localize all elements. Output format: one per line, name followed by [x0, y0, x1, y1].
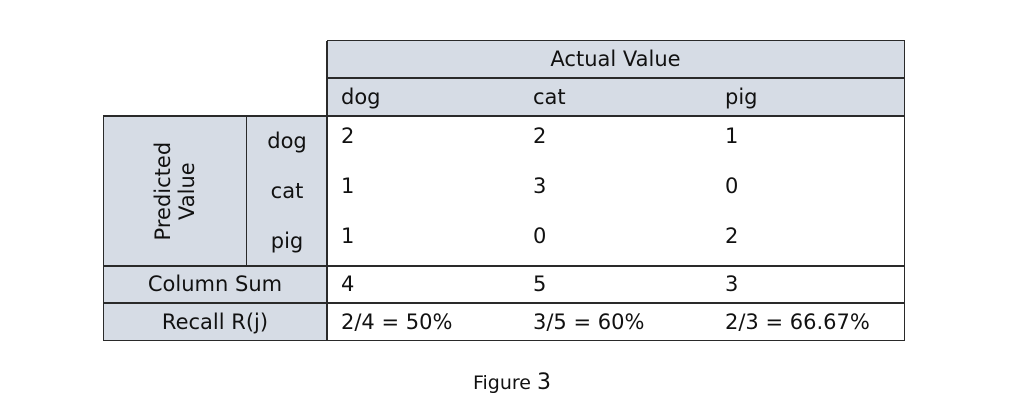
column-sum-label-bg [103, 266, 327, 303]
cell-cat-dog: 1 [341, 173, 355, 198]
cell-pig-pig: 2 [725, 223, 739, 248]
caption-text: Figure [472, 372, 531, 394]
row-label-dog: dog [267, 128, 307, 153]
figure-caption: Figure 3 [0, 372, 1024, 394]
actual-value-header: Actual Value [550, 47, 681, 71]
row-label-cat: cat [270, 178, 304, 203]
border-top-header [327, 40, 905, 41]
recall-pig: 2/3 = 66.67% [725, 309, 870, 334]
cell-dog-cat: 2 [533, 123, 547, 148]
class-header-row-bg [327, 78, 904, 116]
recall-label-bg [103, 303, 327, 341]
cell-pig-dog: 1 [341, 223, 355, 248]
border-left [103, 116, 104, 341]
recall-dog: 2/4 = 50% [341, 309, 453, 334]
cell-dog-pig: 1 [725, 123, 739, 148]
recall-cat: 3/5 = 60% [533, 309, 645, 334]
recall-label: Recall R(j) [161, 309, 269, 334]
column-sum-label: Column Sum [147, 272, 283, 296]
cell-pig-cat: 0 [533, 223, 547, 248]
column-header-cat: cat [533, 84, 566, 109]
column-sum-pig: 3 [725, 272, 739, 296]
column-header-dog: dog [341, 84, 381, 109]
predicted-header-line1: Predicted [150, 141, 175, 241]
row-label-pig: pig [270, 228, 304, 253]
actual-value-header-bg [327, 41, 904, 78]
border-row-label-divider [246, 116, 247, 266]
cell-cat-cat: 3 [533, 173, 547, 198]
predicted-label-block-bg [103, 116, 327, 266]
border-above-sum [103, 265, 905, 267]
border-bottom [103, 340, 905, 341]
border-above-recall [103, 302, 905, 304]
column-header-pig: pig [725, 84, 758, 109]
predicted-value-header: Predicted Value [103, 116, 247, 266]
cell-cat-pig: 0 [725, 173, 739, 198]
border-under-actual [327, 77, 905, 79]
border-matrix-left [326, 41, 328, 341]
border-under-columns [103, 115, 905, 117]
column-sum-dog: 4 [341, 272, 355, 296]
predicted-header-line2: Value [175, 162, 199, 220]
cell-dog-dog: 2 [341, 123, 355, 148]
column-sum-cat: 5 [533, 272, 547, 296]
border-right [904, 41, 905, 341]
caption-number: 3 [537, 370, 552, 395]
